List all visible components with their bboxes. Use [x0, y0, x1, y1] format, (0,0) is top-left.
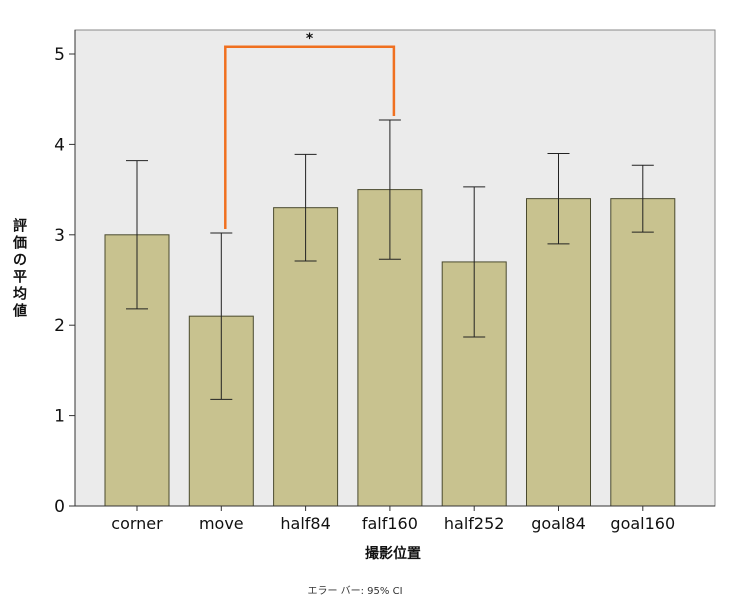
y-axis-title-char: 値 [12, 303, 27, 320]
x-tick-label-goal84: goal84 [531, 514, 586, 533]
y-axis-title-char: の [13, 253, 27, 269]
x-tick-label-falf160: falf160 [362, 514, 418, 533]
y-axis: 0 1 2 3 4 5 [54, 30, 76, 517]
error-bar-half84 [294, 153, 317, 262]
y-tick-label: 4 [54, 135, 65, 155]
error-bar-footnote: エラー バー: 95% CI [307, 585, 402, 597]
x-tick-label-corner: corner [111, 514, 163, 533]
error-bars-layer [126, 119, 654, 400]
y-tick-label: 1 [54, 407, 65, 427]
y-tick-label: 3 [54, 226, 65, 246]
y-axis-title-char: 価 [12, 235, 27, 252]
y-tick-label: 5 [54, 45, 65, 65]
error-bar-move [210, 232, 233, 400]
x-axis: corner move half84 falf160 half252 goal84 goal… [75, 505, 715, 533]
x-tick-label-goal160: goal160 [610, 514, 675, 533]
y-axis-title-char: 均 [13, 286, 27, 303]
y-tick-label: 0 [54, 497, 65, 517]
error-bar-goal160 [631, 164, 654, 233]
error-bar-corner [126, 160, 148, 310]
significance-star: * [306, 31, 314, 47]
error-bar-half252 [463, 186, 486, 338]
x-tick-label-move: move [199, 514, 244, 533]
y-axis-title: 評価の平均値 [12, 218, 27, 320]
x-tick-label-half84: half84 [280, 514, 330, 533]
x-tick-label-half252: half252 [444, 514, 505, 533]
error-bar-falf160 [378, 119, 401, 260]
bar-goal160 [610, 198, 676, 507]
y-axis-title-char: 評 [13, 218, 27, 235]
significance-bracket-line [224, 45, 396, 229]
y-axis-title-char: 平 [13, 270, 27, 286]
error-bar-goal84 [547, 152, 570, 245]
significance-bracket: * [224, 31, 396, 229]
bar-goal84 [526, 198, 591, 507]
y-tick-label: 2 [54, 316, 65, 336]
x-axis-title: 撮影位置 [365, 545, 421, 562]
